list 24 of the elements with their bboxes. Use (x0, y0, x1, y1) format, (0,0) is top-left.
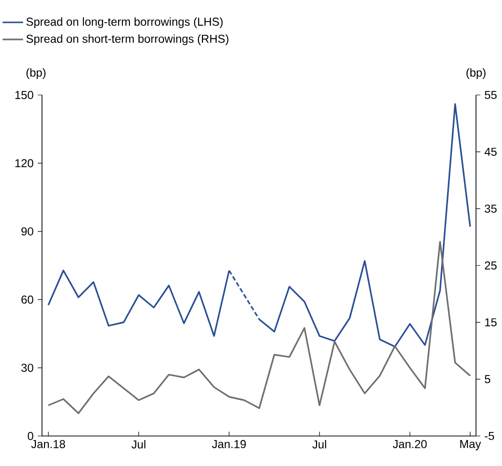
y2-tick-label: -5 (484, 432, 494, 440)
y2-tick-label: 55 (484, 90, 497, 100)
y2-tick-label: 25 (484, 261, 497, 270)
legend-label: Spread on long-term borrowings (LHS) (26, 17, 223, 28)
y-tick-label: 120 (15, 159, 34, 168)
y-tick-label: 0 (28, 432, 34, 440)
y-tick-label: 30 (21, 364, 34, 372)
y2-axis-title: (bp) (466, 68, 486, 79)
y-tick-label: 90 (21, 227, 34, 236)
y-axis-title: (bp) (26, 68, 46, 79)
x-tick-label: Jan.19 (212, 440, 246, 448)
x-tick-label: Jan.20 (392, 440, 427, 448)
x-tick-label: Jul (312, 440, 326, 448)
y2-tick-label: 15 (485, 318, 497, 326)
x-tick-label: May (460, 440, 482, 450)
y-tick-label: 150 (15, 90, 34, 100)
y2-tick-label: 45 (484, 148, 497, 156)
legend-label: Spread on short-term borrowings (RHS) (26, 34, 228, 46)
y2-tick-label: 5 (484, 375, 490, 384)
y-tick-label: 60 (21, 296, 34, 304)
y2-tick-label: 35 (484, 204, 497, 213)
x-tick-label: Jul (132, 440, 146, 448)
x-tick-label: Jan.18 (31, 440, 66, 448)
line-series (48, 240, 471, 414)
